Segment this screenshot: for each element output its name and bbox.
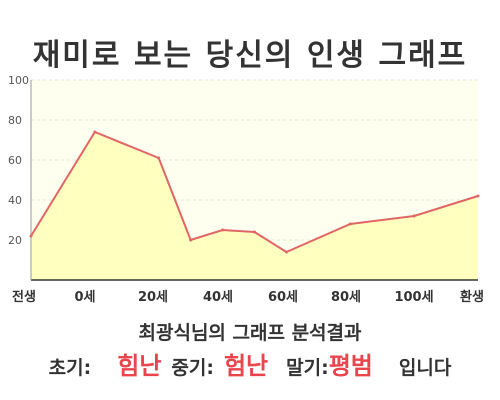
data-point: [476, 194, 480, 198]
late-value: 평범: [328, 352, 373, 380]
data-point: [221, 228, 225, 232]
y-tick-labels: 20 40 60 80 100: [8, 74, 29, 247]
early-label: 초기:: [48, 357, 92, 379]
y-tick-label: 100: [8, 74, 29, 87]
x-tick-label: 전생: [12, 289, 36, 305]
y-tick-label: 80: [8, 114, 22, 127]
y-tick-label: 40: [8, 194, 22, 207]
x-tick-label: 100세: [394, 290, 433, 305]
data-point: [93, 130, 97, 134]
data-point: [189, 238, 193, 242]
x-tick-label: 60세: [268, 290, 298, 305]
x-tick-labels: 전생 0세 20세 40세 60세 80세 100세 환생: [12, 289, 484, 305]
x-tick-label: 0세: [74, 290, 95, 305]
area-fill: [31, 132, 478, 280]
x-tick-label: 80세: [331, 290, 361, 305]
late-label: 말기:: [286, 357, 329, 379]
x-tick-label: 20세: [138, 290, 168, 305]
x-tick-label: 환생: [460, 289, 484, 305]
data-point: [284, 250, 288, 254]
chart-title: 재미로 보는 당신의 인생 그래프: [32, 38, 468, 73]
x-tick-label: 40세: [203, 290, 233, 305]
data-point: [412, 214, 416, 218]
early-value: 힘난: [117, 352, 162, 380]
summary-suffix: 입니다: [398, 357, 452, 379]
result-subtitle: 최광식님의 그래프 분석결과: [138, 322, 362, 344]
middle-label: 중기:: [171, 357, 214, 379]
y-tick-label: 60: [8, 154, 22, 167]
y-tick-label: 20: [8, 234, 22, 247]
data-point: [253, 230, 256, 234]
result-summary: 초기: 힘난 중기: 험난 말기: 평범 입니다: [0, 346, 500, 381]
data-point: [157, 156, 161, 160]
data-point: [29, 234, 33, 238]
series-line: [30, 130, 479, 254]
data-point: [348, 222, 352, 226]
middle-value: 험난: [223, 352, 269, 380]
